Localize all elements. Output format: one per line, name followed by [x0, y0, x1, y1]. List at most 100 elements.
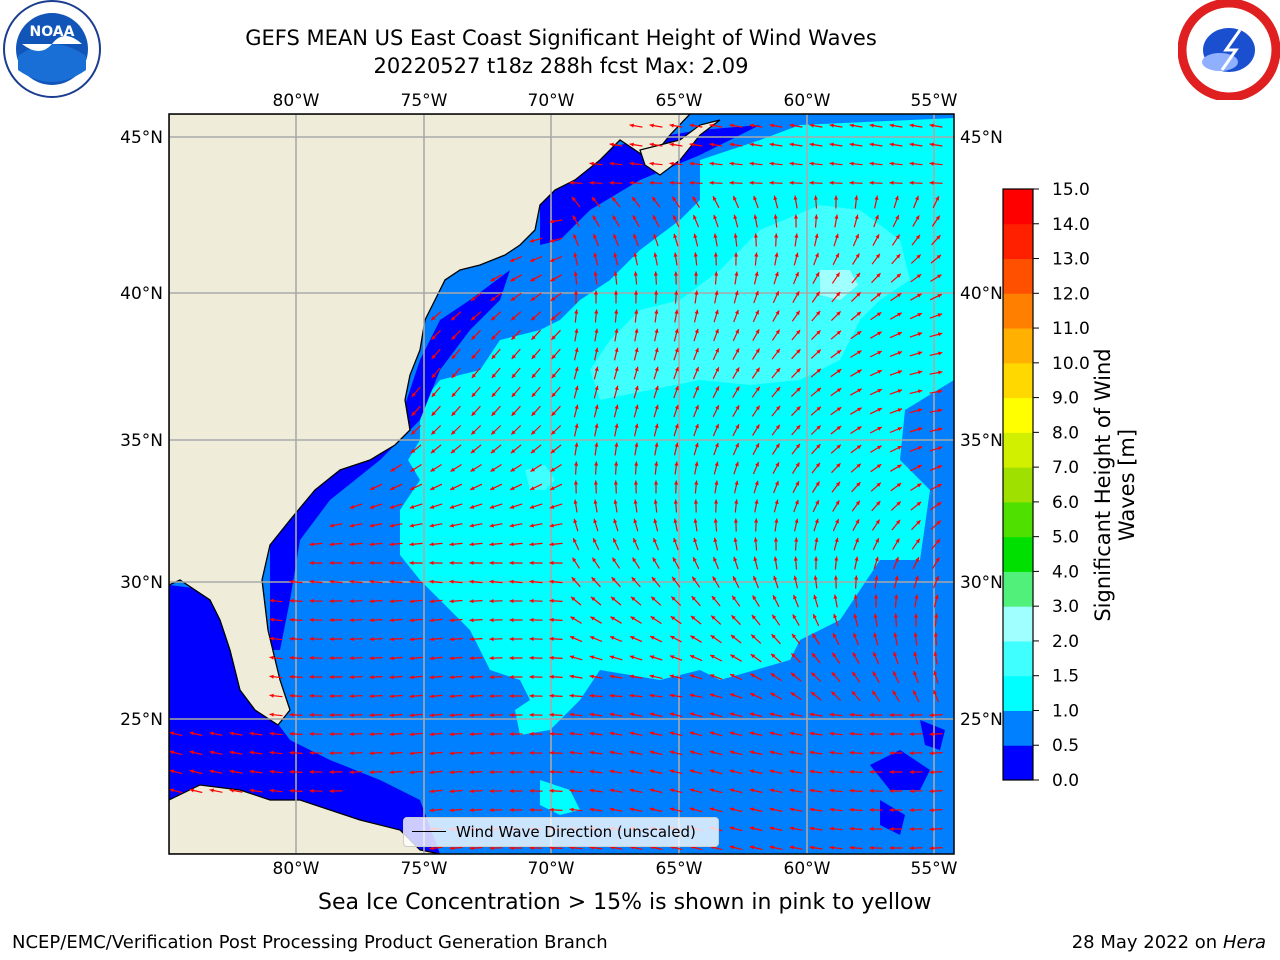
arrow-head	[510, 258, 515, 262]
arrow-head	[633, 538, 637, 543]
wave-band-0-0-coast	[270, 270, 510, 650]
lon-label-bottom: 75°W	[401, 859, 448, 879]
arrow-head	[749, 123, 754, 128]
arrow-head	[793, 556, 798, 561]
colorbar-segment	[1003, 571, 1033, 607]
arrow-head	[169, 731, 175, 736]
arrow-head	[429, 599, 434, 604]
arrow-head	[669, 674, 675, 679]
arrow-head	[469, 732, 474, 737]
arrow-head	[449, 694, 454, 699]
arrow-head	[856, 331, 862, 336]
arrow-head	[729, 750, 735, 755]
arrow-head	[651, 596, 656, 601]
arrow-head	[857, 350, 862, 355]
arrow-head	[411, 430, 416, 435]
arrow-head	[917, 446, 923, 450]
arrow-head	[509, 618, 514, 623]
arrow-head	[715, 424, 719, 429]
arrow-head	[693, 557, 697, 562]
arrow-head	[490, 449, 496, 454]
arrow-head	[529, 560, 534, 565]
arrow-head	[754, 518, 759, 523]
arrow-head	[836, 463, 841, 468]
colorbar-label-line1: Significant Height of Wind	[1091, 348, 1115, 622]
arrow-head	[470, 486, 475, 490]
arrow-head	[689, 750, 695, 755]
arrow-head	[669, 731, 675, 736]
arrow-head	[674, 423, 679, 429]
arrow-head	[836, 369, 842, 374]
arrow-head	[511, 411, 516, 416]
arrow-head	[772, 614, 777, 620]
arrow-head	[729, 142, 734, 147]
arrow-head	[431, 316, 436, 321]
arrow-head	[793, 594, 797, 600]
arrow-head	[531, 354, 536, 359]
arrow-head	[709, 731, 715, 736]
legend-label: Wind Wave Direction (unscaled)	[456, 823, 696, 841]
arrow-head	[893, 651, 898, 657]
lon-label-bottom: 60°W	[784, 859, 831, 879]
arrow-head	[929, 789, 934, 794]
arrow-head	[549, 807, 554, 812]
arrow-head	[574, 385, 579, 391]
arrow-head	[409, 618, 414, 623]
arrow-head	[769, 845, 774, 850]
arrow-head	[569, 807, 574, 812]
arrow-head	[892, 690, 897, 695]
arrow-head	[831, 691, 836, 696]
arrow-head	[916, 274, 922, 279]
arrow-head	[329, 770, 334, 775]
arrow-head	[796, 406, 801, 411]
arrow-head	[749, 826, 755, 831]
arrow-head	[794, 537, 799, 542]
arrow-head	[749, 731, 755, 736]
arrow-head	[796, 387, 801, 392]
arrow-head	[695, 347, 699, 353]
arrow-head	[735, 367, 740, 372]
arrow-head	[614, 328, 619, 333]
lat-label-right: 35°N	[960, 431, 1003, 451]
arrow-head	[813, 614, 817, 619]
arrow-head	[775, 462, 779, 467]
arrow-head	[489, 694, 494, 699]
arrow-head	[857, 388, 862, 393]
arrow-head	[796, 368, 801, 373]
arrow-head	[389, 618, 394, 623]
arrow-head	[836, 388, 842, 393]
arrow-head	[789, 731, 794, 736]
colorbar-tick-label: 9.0	[1052, 389, 1079, 409]
arrow-head	[897, 408, 903, 413]
arrow-head	[569, 693, 574, 698]
arrow-head	[629, 769, 634, 774]
arrow-head	[815, 462, 820, 468]
arrow-head	[409, 637, 414, 642]
arrow-head	[490, 277, 495, 282]
arrow-head	[889, 751, 894, 755]
arrow-head	[469, 808, 474, 813]
arrow-head	[894, 575, 899, 580]
arrow-head	[390, 467, 395, 472]
wave-band-1-5	[590, 205, 910, 400]
arrow-head	[569, 750, 574, 755]
arrow-head	[690, 615, 696, 620]
arrow-head	[832, 652, 837, 658]
footer-credit: NCEP/EMC/Verification Post Processing Pr…	[12, 932, 608, 953]
arrow-head	[612, 557, 617, 562]
arrow-head	[551, 354, 556, 359]
arrow-head	[449, 637, 454, 642]
arrow-head	[855, 234, 859, 239]
arrow-head	[651, 577, 656, 582]
arrow-head	[935, 576, 939, 581]
arrow-head	[752, 595, 757, 600]
arrow-head	[409, 732, 414, 737]
arrow-head	[938, 389, 943, 394]
arrow-head	[897, 464, 902, 469]
arrow-head	[369, 713, 374, 718]
arrow-head	[389, 560, 394, 565]
arrow-head	[853, 594, 858, 599]
arrow-head	[729, 693, 735, 698]
arrow-head	[669, 123, 674, 128]
arrow-head	[689, 807, 695, 812]
